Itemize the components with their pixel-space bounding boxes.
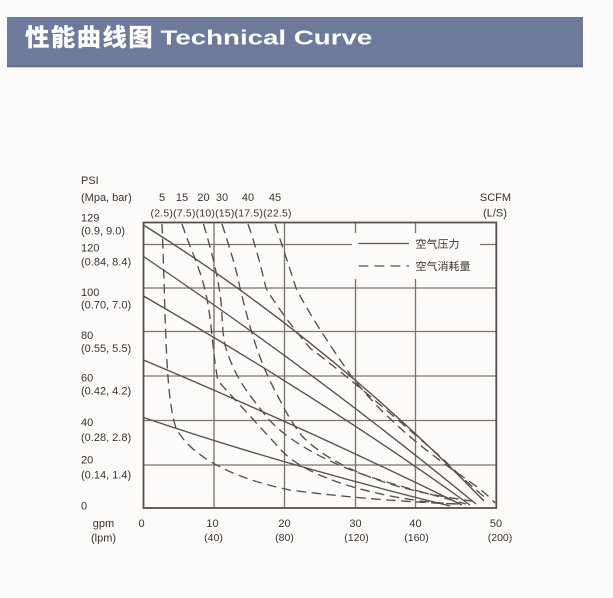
svg-text:PSI: PSI	[81, 175, 99, 187]
svg-text:(200): (200)	[488, 532, 513, 544]
svg-text:40: 40	[81, 417, 93, 429]
svg-text:0: 0	[138, 518, 144, 530]
svg-text:(2.5)(7.5)(10)(15)(17.5)(22.5): (2.5)(7.5)(10)(15)(17.5)(22.5)	[151, 209, 292, 220]
svg-text:40: 40	[242, 192, 254, 204]
svg-text:80: 80	[81, 330, 93, 342]
svg-text:10: 10	[206, 518, 218, 530]
svg-text:20: 20	[197, 192, 209, 204]
svg-text:(0.70, 7.0): (0.70, 7.0)	[81, 300, 131, 312]
svg-text:gpm: gpm	[93, 518, 114, 530]
svg-text:5: 5	[159, 192, 165, 204]
svg-text:(lpm): (lpm)	[91, 533, 116, 545]
svg-text:50: 50	[490, 518, 502, 530]
svg-text:SCFM: SCFM	[480, 192, 511, 204]
svg-text:(0.9, 9.0): (0.9, 9.0)	[81, 226, 125, 238]
svg-text:(120): (120)	[344, 532, 369, 544]
svg-text:(160): (160)	[404, 532, 429, 544]
svg-text:(40): (40)	[204, 532, 223, 544]
svg-text:(L/S): (L/S)	[483, 208, 507, 220]
svg-text:15: 15	[176, 192, 188, 204]
svg-text:20: 20	[278, 518, 290, 530]
svg-text:45: 45	[269, 192, 281, 204]
svg-text:40: 40	[409, 518, 421, 530]
svg-text:129: 129	[81, 213, 99, 225]
svg-text:(0.55, 5.5): (0.55, 5.5)	[81, 343, 131, 355]
svg-text:(Mpa, bar): (Mpa, bar)	[81, 192, 132, 204]
svg-text:(80): (80)	[275, 532, 294, 544]
svg-text:30: 30	[216, 192, 228, 204]
svg-text:Technical Curve: Technical Curve	[161, 27, 373, 49]
svg-text:100: 100	[81, 287, 99, 299]
svg-text:30: 30	[349, 518, 361, 530]
svg-text:0: 0	[81, 501, 87, 513]
svg-text:120: 120	[81, 243, 99, 255]
svg-text:(0.84, 8.4): (0.84, 8.4)	[81, 257, 131, 269]
svg-text:(0.14, 1.4): (0.14, 1.4)	[81, 470, 131, 482]
svg-text:20: 20	[81, 455, 93, 467]
svg-text:(0.28, 2.8): (0.28, 2.8)	[81, 432, 131, 444]
svg-text:60: 60	[81, 373, 93, 385]
svg-text:(0.42, 4.2): (0.42, 4.2)	[81, 386, 131, 398]
